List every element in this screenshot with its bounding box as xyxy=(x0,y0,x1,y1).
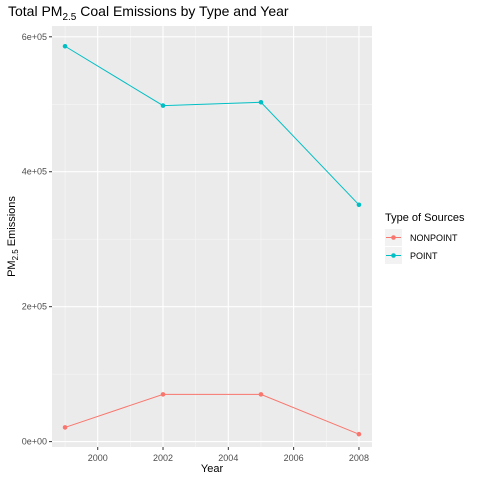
x-axis-label: Year xyxy=(201,463,224,475)
y-axis-label-subscript: 2.5 xyxy=(11,249,20,261)
series-point-nonpoint xyxy=(160,392,166,397)
legend-title: Type of Sources xyxy=(385,212,465,224)
legend-items: NONPOINT POINT xyxy=(385,229,458,264)
grid-major xyxy=(52,26,372,447)
series-layer xyxy=(62,43,362,437)
chart-title-suffix: Coal Emissions by Type and Year xyxy=(76,3,289,19)
series-line-nonpoint xyxy=(64,393,360,435)
series-line-point xyxy=(64,45,360,206)
legend-label-point: POINT xyxy=(410,251,438,261)
x-tick-label: 2006 xyxy=(284,453,304,463)
legend-label-nonpoint: NONPOINT xyxy=(410,233,458,243)
series-point-point xyxy=(258,99,264,105)
y-axis: 0e+00 2e+05 4e+05 6e+05 xyxy=(22,32,52,447)
y-tick-label: 4e+05 xyxy=(22,167,47,177)
x-tick-label: 2002 xyxy=(153,453,173,463)
series-point-point xyxy=(160,103,166,108)
series-point-nonpoint xyxy=(356,431,362,437)
legend-key-point-nonpoint xyxy=(391,235,396,240)
y-axis-label-prefix: PM xyxy=(6,260,18,277)
y-axis-label: PM2.5 Emissions xyxy=(6,196,20,277)
legend-key-point-point xyxy=(391,253,396,258)
y-tick-label: 2e+05 xyxy=(22,302,47,312)
y-tick-label: 6e+05 xyxy=(22,32,47,42)
series-point-point xyxy=(356,202,362,208)
legend: Type of Sources NONPOINT POINT xyxy=(385,212,465,264)
x-tick-label: 2000 xyxy=(88,453,108,463)
x-tick-label: 2008 xyxy=(349,453,369,463)
y-axis-label-suffix: Emissions xyxy=(6,196,18,250)
series-point-nonpoint xyxy=(258,392,264,397)
series-point-nonpoint xyxy=(62,425,68,430)
x-axis: 2000 2002 2004 2006 2008 xyxy=(88,447,369,463)
chart-title-subscript: 2.5 xyxy=(62,12,76,23)
series-point-point xyxy=(62,43,68,49)
chart-title: Total PM2.5 Coal Emissions by Type and Y… xyxy=(8,3,289,23)
plot-panel xyxy=(52,26,372,447)
x-tick-label: 2004 xyxy=(218,453,238,463)
y-tick-label: 0e+00 xyxy=(22,437,47,447)
grid-minor xyxy=(52,26,372,447)
chart-title-prefix: Total PM xyxy=(8,3,62,19)
